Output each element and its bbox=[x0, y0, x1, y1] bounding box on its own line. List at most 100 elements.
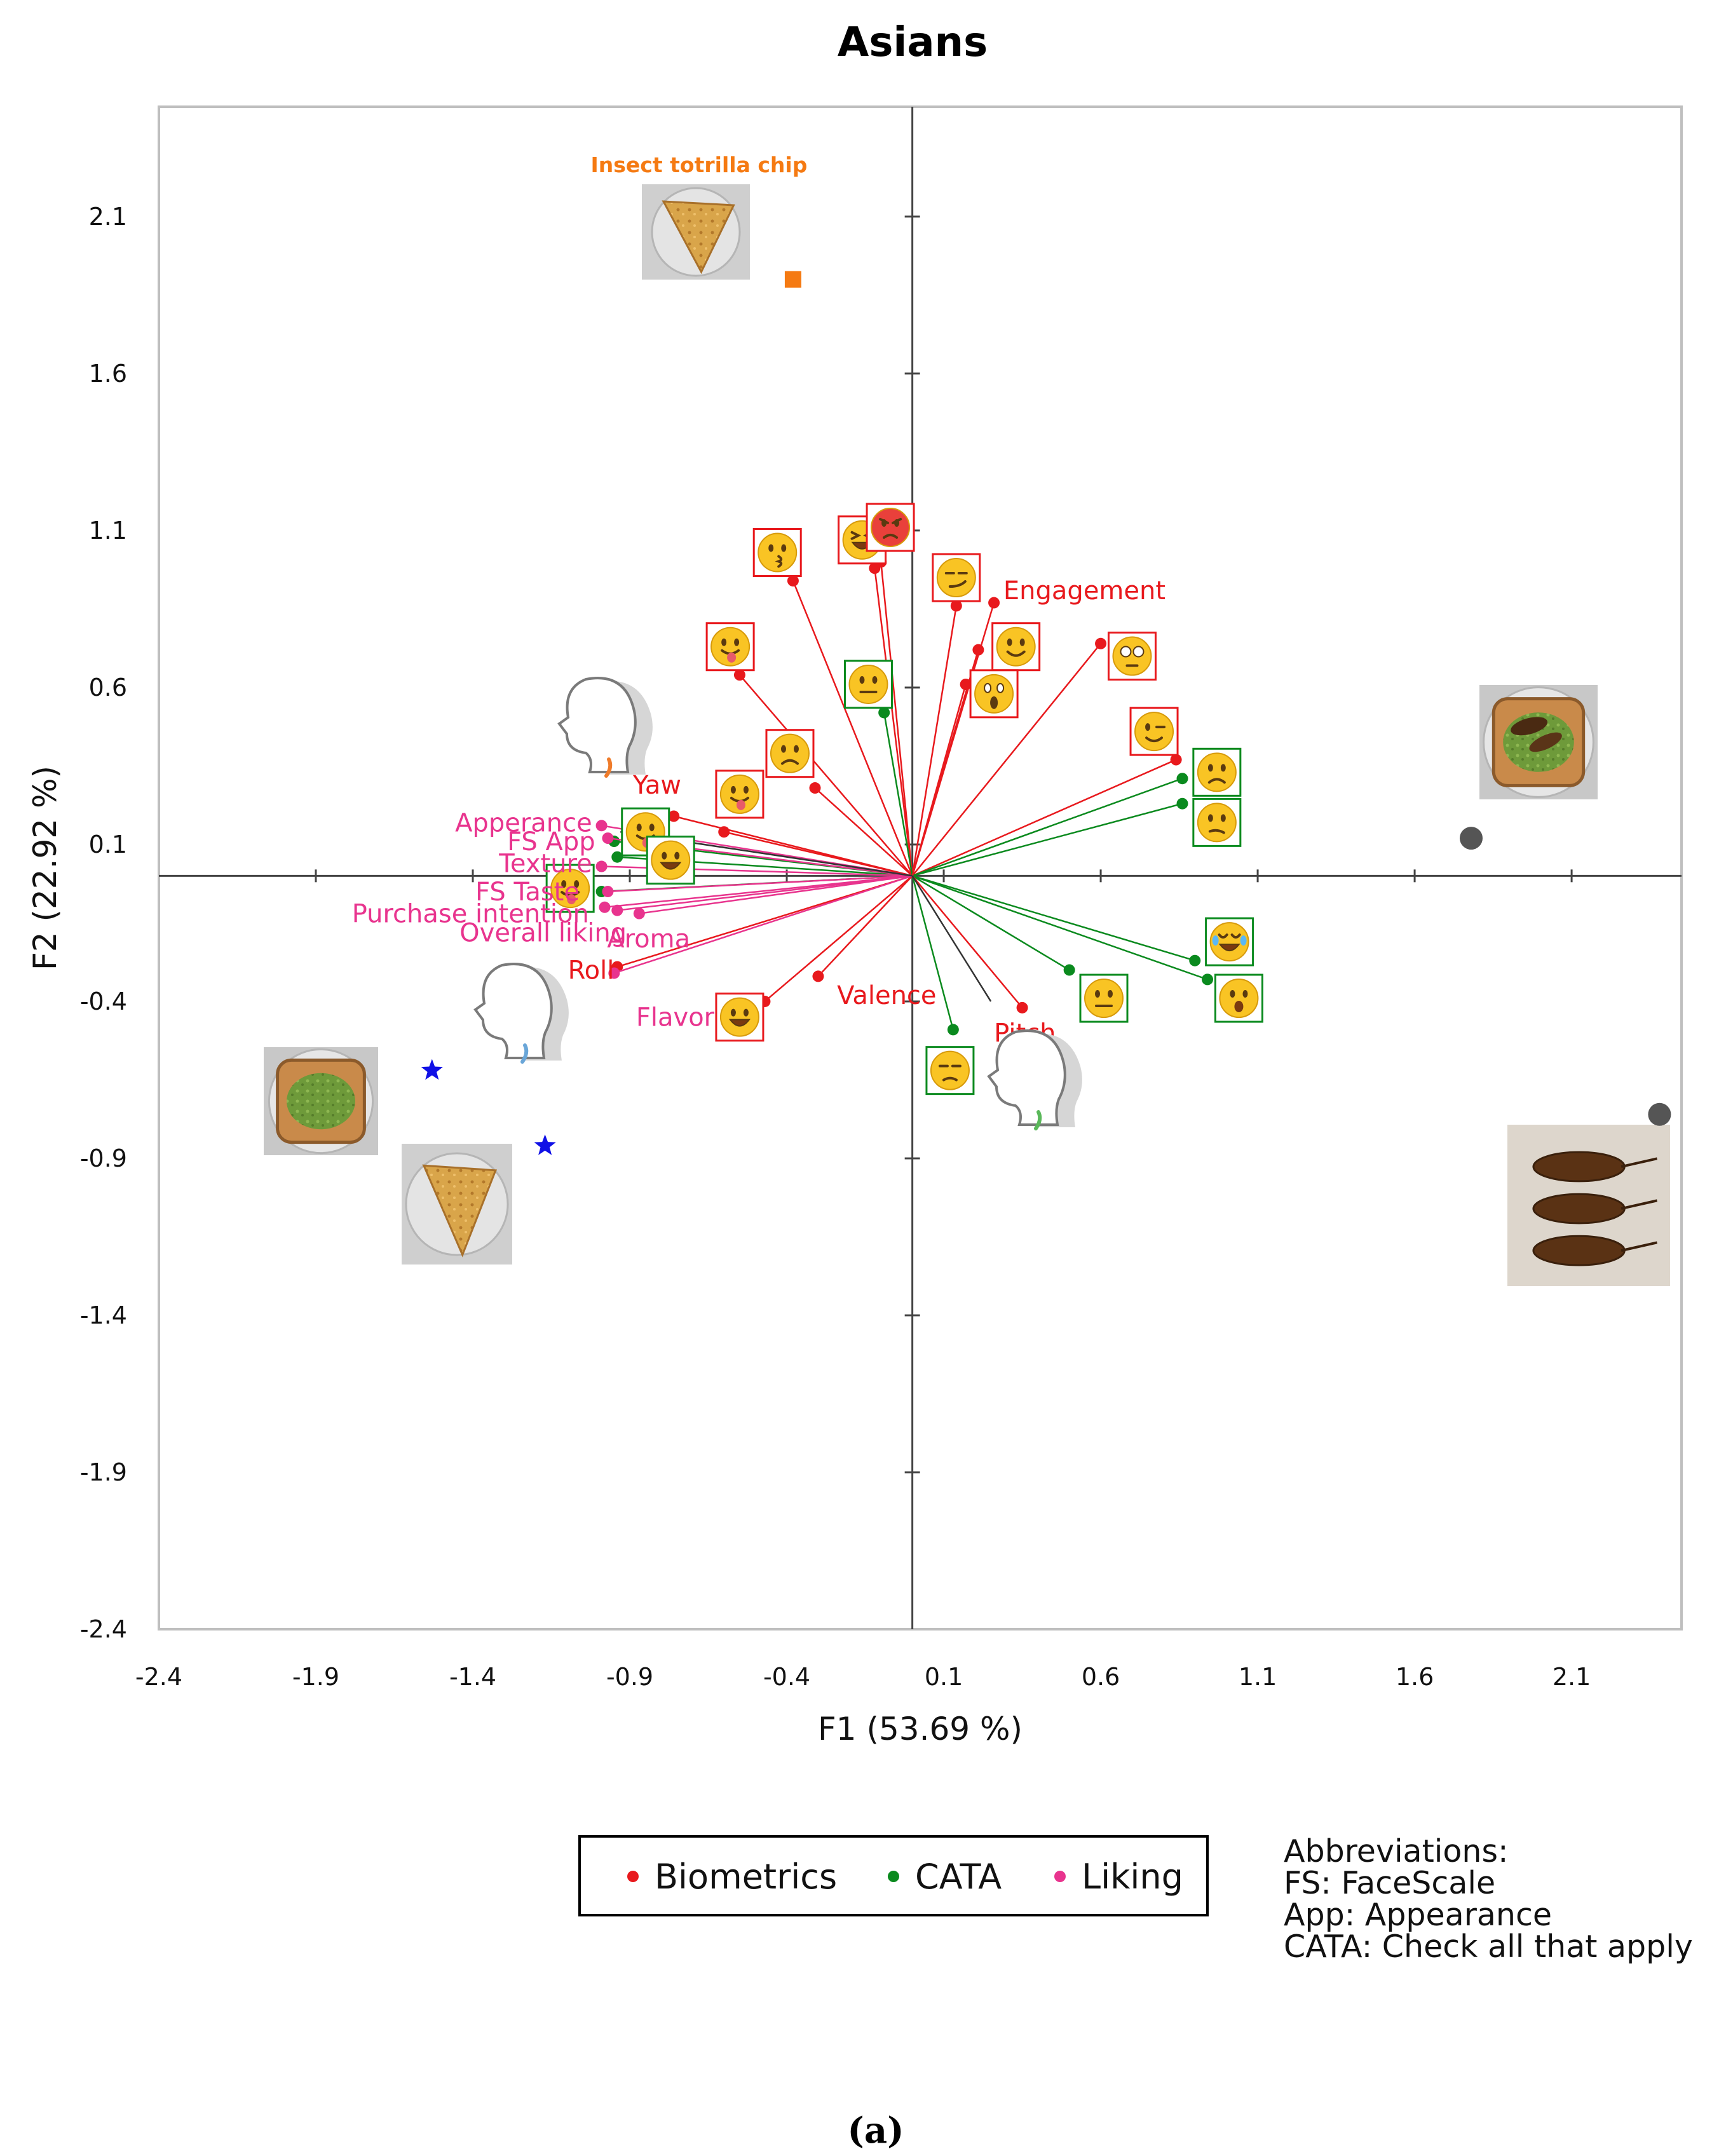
emoji-eye bbox=[1220, 814, 1226, 822]
sample-marker-circle bbox=[1460, 827, 1483, 850]
y-axis-label: F2 (22.92 %) bbox=[27, 766, 64, 970]
neutral-point bbox=[878, 707, 890, 719]
expressionless-point bbox=[1063, 964, 1075, 976]
emoji-eye bbox=[743, 1008, 749, 1017]
emoji-eye bbox=[768, 544, 774, 552]
variable-label: FS App bbox=[507, 827, 595, 857]
variable-vector bbox=[608, 875, 913, 893]
smirking-vector bbox=[911, 606, 958, 876]
neutral-vector bbox=[883, 712, 913, 876]
sample-marker-star bbox=[534, 1134, 556, 1155]
variable-label: Aroma bbox=[607, 925, 690, 954]
unamused-emoji-icon bbox=[925, 1046, 975, 1095]
x-tick-label: -0.4 bbox=[763, 1663, 810, 1691]
variable-label: Valence bbox=[837, 981, 936, 1010]
emoji-mouth bbox=[775, 555, 783, 568]
emoji-eye bbox=[674, 851, 680, 860]
x-tick-label: -2.4 bbox=[135, 1663, 182, 1691]
y-tick-label: 1.1 bbox=[89, 517, 127, 545]
emoji-eye bbox=[780, 745, 786, 753]
variable-label: FS Taste bbox=[475, 878, 580, 907]
emoji-eye bbox=[781, 544, 787, 552]
head-icons bbox=[473, 677, 1082, 1130]
smirking-emoji-icon bbox=[932, 553, 981, 602]
variable-vector bbox=[911, 602, 995, 876]
variable-vector bbox=[911, 875, 1023, 1008]
variable-label: Engagement bbox=[1003, 576, 1165, 606]
emoji-face bbox=[974, 674, 1014, 714]
variable-point bbox=[611, 904, 623, 916]
emoji-icons bbox=[545, 503, 1263, 1095]
emoji-eye bbox=[996, 682, 1005, 693]
plot-frame bbox=[158, 105, 1683, 1631]
y-tick-label: -1.9 bbox=[80, 1458, 127, 1486]
control-avocado-toast-photo bbox=[264, 1047, 378, 1155]
y-tick-label: -1.4 bbox=[80, 1301, 127, 1329]
abbreviation-app: App: Appearance bbox=[1284, 1897, 1552, 1933]
disappointed-red-emoji-icon bbox=[765, 729, 815, 778]
emoji-mouth bbox=[1208, 829, 1225, 834]
legend-label-cata: CATA bbox=[915, 1857, 1002, 1897]
y-tick-label: 0.1 bbox=[89, 831, 127, 858]
chart-title: Asians bbox=[838, 19, 988, 66]
emoji-eye bbox=[1007, 638, 1012, 646]
emoji-mouth bbox=[1234, 1001, 1244, 1013]
variable-label: Flavor bbox=[636, 1003, 715, 1033]
abbreviations-heading: Abbreviations: bbox=[1284, 1833, 1508, 1869]
sample-marker-star bbox=[421, 1059, 443, 1080]
head-motion-icon bbox=[520, 1043, 529, 1064]
emoji-mouth bbox=[1207, 778, 1226, 784]
emoji-face bbox=[848, 664, 888, 704]
emoji-mouth bbox=[1006, 650, 1026, 657]
emoji-face bbox=[936, 558, 976, 598]
emoji-face bbox=[550, 869, 590, 909]
emoji-mouth bbox=[780, 759, 799, 765]
flushed-point bbox=[1095, 637, 1107, 649]
x-tick-label: -1.4 bbox=[449, 1663, 496, 1691]
variable-vector bbox=[673, 815, 913, 877]
emoji-mouth bbox=[1218, 944, 1240, 952]
variable-point bbox=[668, 810, 680, 822]
y-tick-label: 1.6 bbox=[89, 360, 127, 388]
legend-label-biometrics: Biometrics bbox=[655, 1857, 837, 1897]
variable-vector bbox=[616, 875, 913, 968]
variable-point bbox=[595, 820, 608, 832]
emoji-eye bbox=[730, 785, 736, 794]
head-outline-icon bbox=[987, 1029, 1066, 1126]
flushed-vector bbox=[911, 642, 1102, 877]
emoji-face bbox=[710, 627, 751, 667]
x-tick-labels: -2.4 -1.9 -1.4 -0.9 -0.4 0.1 0.6 1.1 1.6 2.1 bbox=[135, 1663, 1591, 1691]
astonished-vector bbox=[912, 875, 1208, 980]
astonished-emoji-icon bbox=[1214, 973, 1263, 1023]
head-outline-icon bbox=[557, 677, 637, 773]
cricket-leg bbox=[1621, 1157, 1657, 1168]
emoji-tear bbox=[1212, 935, 1219, 946]
emoji-tear bbox=[1240, 935, 1247, 946]
control-tortilla-chip-photo bbox=[402, 1144, 512, 1264]
axes bbox=[159, 107, 1682, 1629]
emoji-eye bbox=[743, 785, 749, 794]
variable-vector bbox=[613, 875, 913, 974]
variable-point bbox=[602, 832, 614, 844]
cricket-icon bbox=[1532, 1193, 1626, 1224]
emoji-eye bbox=[574, 880, 580, 888]
emoji-eye bbox=[1120, 646, 1132, 658]
confused-emoji-icon bbox=[1192, 797, 1242, 847]
winking-point bbox=[1170, 754, 1182, 766]
insect-icon bbox=[1529, 732, 1562, 752]
winking-vector bbox=[912, 759, 1177, 877]
whole-insects-photo bbox=[1507, 1125, 1670, 1286]
emoji-face bbox=[930, 1050, 970, 1090]
variable-label: Roll bbox=[568, 956, 615, 986]
variable-point bbox=[599, 901, 611, 913]
supplementary-vector bbox=[911, 875, 992, 1002]
emoji-face bbox=[758, 532, 798, 573]
emoji-mouth bbox=[948, 580, 967, 588]
emoji-face bbox=[1197, 752, 1237, 792]
neutral-emoji-icon bbox=[843, 660, 893, 709]
winking-tongue-point bbox=[733, 669, 745, 681]
unamused-point bbox=[947, 1024, 959, 1036]
sample-pictures bbox=[264, 184, 1670, 1286]
emoji-face bbox=[770, 733, 810, 773]
emoji-eye bbox=[894, 519, 900, 527]
